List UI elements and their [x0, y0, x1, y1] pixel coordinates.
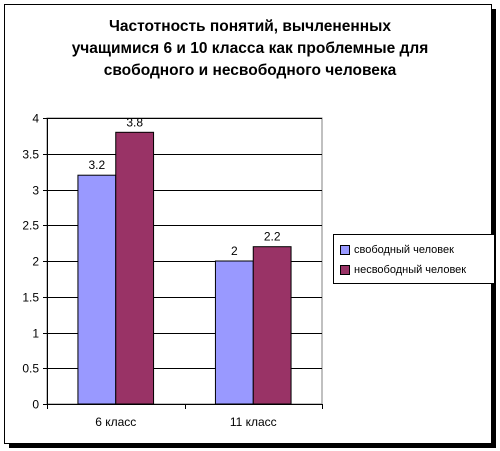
bar: [77, 174, 117, 405]
frame-shadow-bottom: [9, 444, 496, 448]
y-tick-label: 4: [32, 112, 39, 126]
data-label: 3.8: [126, 115, 143, 129]
bars: [77, 131, 292, 405]
y-tick-label: 2.5: [22, 219, 39, 233]
chart-title-line-1: Частотность понятий, вычлененных: [109, 18, 391, 35]
data-label: 2: [231, 244, 238, 258]
data-label: 3.2: [89, 158, 106, 172]
y-tick-label: 3.5: [22, 148, 39, 162]
x-axis: 6 класс 11 класс: [47, 404, 323, 429]
legend-swatch-unfree: [340, 265, 350, 275]
data-labels: 3.2 3.8 2 2.2: [89, 115, 281, 258]
y-tick-label: 0.5: [22, 362, 39, 376]
legend-swatch-free: [340, 245, 350, 255]
legend-label-free: свободный человек: [354, 244, 454, 256]
y-tick-label: 1.5: [22, 291, 39, 305]
bar: [214, 260, 254, 405]
legend-item-unfree: несвободный человек: [340, 263, 466, 277]
legend-item-free: свободный человек: [340, 243, 454, 257]
frame-shadow-right: [492, 9, 496, 448]
chart-title: Частотность понятий, вычлененных учащими…: [40, 16, 460, 82]
x-tick-label: 6 класс: [95, 415, 136, 429]
y-axis: 0 0.5 1 1.5 2 2.5 3 3.5 4: [22, 112, 48, 412]
y-tick-label: 3: [32, 184, 39, 198]
bar: [115, 131, 155, 405]
legend-label-unfree: несвободный человек: [354, 264, 467, 276]
legend: свободный человек несвободный человек: [333, 234, 495, 284]
x-tick-label: 11 класс: [230, 415, 277, 429]
y-tick-label: 2: [32, 255, 39, 269]
y-tick-label: 1: [32, 327, 39, 341]
y-tick-label: 0: [32, 398, 39, 412]
bar: [252, 246, 292, 405]
chart-title-line-3: свободного и несвободного человека: [103, 62, 397, 79]
data-label: 2.2: [264, 230, 281, 244]
chart-title-line-2: учащимися 6 и 10 класса как проблемные д…: [71, 40, 429, 57]
